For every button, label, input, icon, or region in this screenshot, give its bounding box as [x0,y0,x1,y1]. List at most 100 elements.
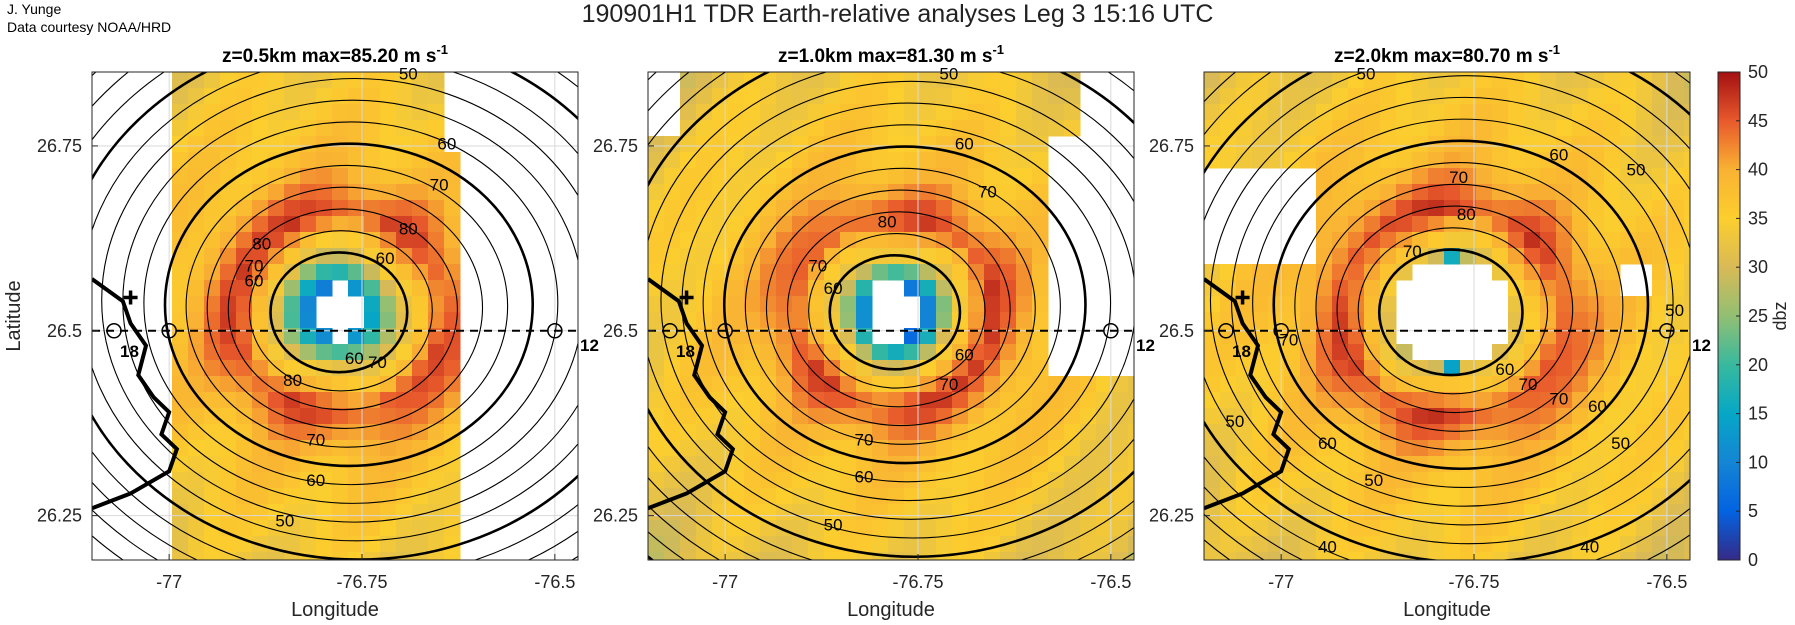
x-tick-label: -76.75 [892,572,943,592]
x-axis-label: Longitude [1403,599,1491,621]
coastline [648,277,736,511]
colorbar-label: dbz [1770,301,1790,330]
x-tick-label: -77 [712,572,738,592]
track-end-label: 12 [1692,336,1711,355]
track-start-label: 18 [120,342,139,361]
x-tick-label: -76.75 [336,572,387,592]
contour-label: 80 [252,234,271,253]
axes-frame [1203,71,1691,561]
track-end-label: 12 [580,336,599,355]
contour-label: 60 [345,349,364,368]
contour-label: 60 [245,271,264,290]
contour-label: 80 [1457,205,1476,224]
y-tick-label: 26.25 [593,506,638,526]
y-tick-label: 26.25 [1149,506,1194,526]
reflectivity-field [1204,72,1690,560]
y-tick-label: 26.5 [603,321,638,341]
contour-label: 70 [1519,375,1538,394]
colorbar-tick-label: 25 [1748,306,1768,326]
contour-label: 70 [1403,242,1422,261]
track-marker [547,323,563,339]
track-marker [1659,323,1675,339]
track-marker [662,323,678,339]
wind-contours [648,72,1134,560]
storm-center-marker [679,290,694,305]
colorbar-tick-label: 5 [1748,501,1758,521]
contour-label: 70 [978,183,997,202]
contour-label: 80 [283,371,302,390]
contour-label: 60 [437,135,456,154]
track-marker [1103,323,1119,339]
contour-label: 50 [1611,434,1630,453]
contour-label: 60 [306,471,325,490]
reflectivity-field [172,72,461,560]
colorbar-tick-label: 50 [1748,62,1768,82]
contour-label: 70 [368,353,387,372]
colorbar-tick-label: 30 [1748,257,1768,277]
x-tick-label: -76.75 [1448,572,1499,592]
contour-label: 40 [1580,538,1599,557]
contour-label: 60 [1318,434,1337,453]
x-tick-label: -76.5 [1646,572,1687,592]
contour-label: 70 [245,257,264,276]
x-tick-label: -77 [1268,572,1294,592]
wind-contours [1204,72,1690,560]
colorbar-tick-label: 45 [1748,111,1768,131]
colorbar-tick-label: 35 [1748,208,1768,228]
contour-label: 70 [430,175,449,194]
contour-label: 50 [399,64,418,83]
x-axis-label: Longitude [847,599,935,621]
y-tick-label: 26.25 [37,506,82,526]
contour-label: 50 [1627,161,1646,180]
contour-label: 70 [1279,331,1298,350]
contour-label: 50 [824,515,843,534]
colorbar-tick-label: 0 [1748,550,1758,570]
panel-title: z=2.0km max=80.70 m s-1 [1334,42,1560,67]
track-marker [1218,323,1234,339]
y-axis-label: Latitude [3,280,25,351]
track-marker [717,323,733,339]
colorbar-tick-label: 40 [1748,160,1768,180]
colorbar-tick-label: 15 [1748,404,1768,424]
contour-label: 50 [1357,64,1376,83]
x-tick-label: -77 [156,572,182,592]
contour-label: 60 [955,135,974,154]
panel-title: z=1.0km max=81.30 m s-1 [778,42,1004,67]
y-tick-label: 26.75 [593,136,638,156]
axes-frame [647,71,1135,561]
track-marker [106,323,122,339]
contour-label: 50 [1225,412,1244,431]
contour-label: 60 [376,249,395,268]
panel-2: 18 12 50 60 70 80 70 60 60 70 70 60 50 -77 -76.75 -76.5… [593,42,1155,621]
colorbar-tick-label: 20 [1748,355,1768,375]
contour-label: 60 [824,279,843,298]
contour-label: 40 [1318,538,1337,557]
contour-label: 80 [878,212,897,231]
storm-center-marker [123,290,138,305]
track-start-label: 18 [1232,342,1251,361]
coastline [1204,277,1292,511]
contour-label: 70 [808,257,827,276]
grid [1204,72,1690,560]
contour-label: 70 [1449,168,1468,187]
track-start-label: 18 [676,342,695,361]
track-marker [1273,323,1289,339]
data-credit: Data courtesy NOAA/HRD [7,19,172,35]
panel-title: z=0.5km max=85.20 m s-1 [222,42,448,67]
axes-frame [91,71,579,561]
contour-label: 50 [275,512,294,531]
contour-label: 80 [399,220,418,239]
figure-title: 190901H1 TDR Earth-relative analyses Leg… [581,0,1214,28]
coastline [92,277,180,511]
x-tick-label: -76.5 [1090,572,1131,592]
colorbar-tick-label: 10 [1748,452,1768,472]
contour-label: 60 [955,345,974,364]
contour-label: 50 [1665,301,1684,320]
contour-label: 50 [939,64,958,83]
contour-label: 50 [1364,471,1383,490]
contour-label: 60 [1549,146,1568,165]
y-tick-label: 26.5 [47,321,82,341]
